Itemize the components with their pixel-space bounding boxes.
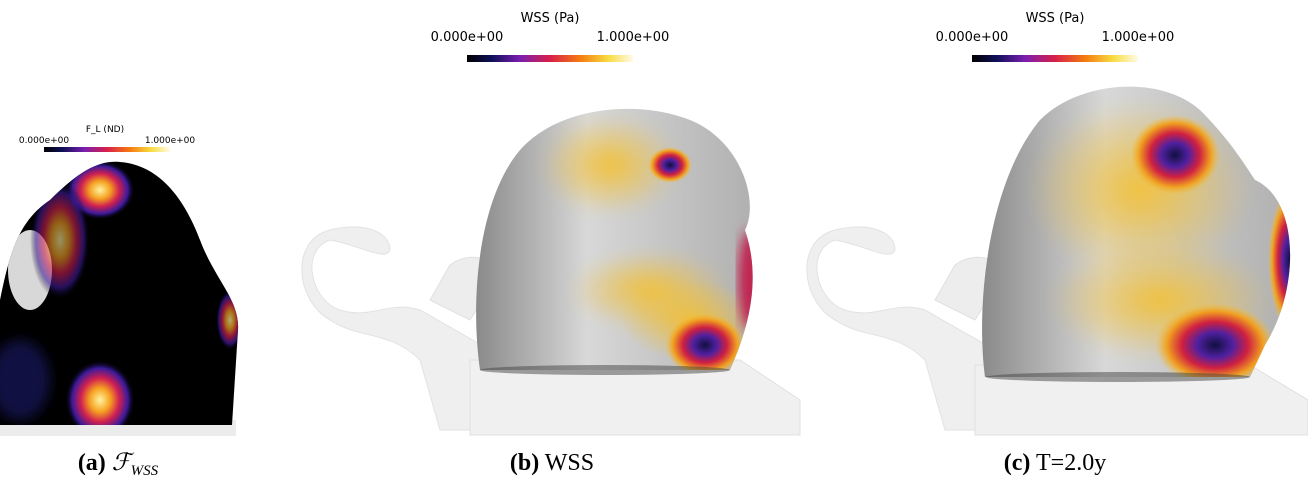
colorbar-min: 0.000e+00 [936, 30, 1009, 45]
caption-symbol: ℱ [112, 450, 135, 476]
caption-label: (a) [78, 450, 106, 476]
caption-text: WSS [545, 450, 594, 476]
colorbar-min: 0.000e+00 [19, 136, 70, 146]
colorbar-title: WSS (Pa) [1026, 11, 1085, 26]
colorbar [44, 147, 170, 152]
colorbar-title: WSS (Pa) [521, 11, 580, 26]
panel-c: WSS (Pa) 0.000e+00 1.000e+00 (c) T=2.0y [806, 11, 1308, 476]
caption: (c) T=2.0y [1004, 450, 1106, 476]
hotspot [216, 290, 239, 350]
panel-a: F_L (ND) 0.000e+00 1.000e+00 (a) ℱWSS [0, 125, 239, 478]
colorbar-title: F_L (ND) [86, 125, 124, 135]
low-spot [665, 313, 745, 370]
vessel [301, 226, 521, 431]
low-spot [648, 147, 692, 183]
low-spot [1268, 190, 1291, 330]
caption-subscript: WSS [131, 463, 159, 478]
region [0, 340, 50, 420]
low-spot [1155, 303, 1275, 378]
region [540, 115, 680, 215]
neck [986, 372, 1250, 382]
caption: (b) WSS [510, 450, 594, 476]
colorbar-min: 0.000e+00 [431, 30, 504, 45]
vessel [806, 226, 1026, 431]
colorbar [972, 55, 1138, 62]
panel-b: WSS (Pa) 0.000e+00 1.000e+00 (b) WSS [301, 11, 801, 476]
caption: (a) ℱWSS [78, 450, 159, 478]
caption-label: (b) [510, 450, 539, 476]
low-spot [1130, 115, 1220, 195]
colorbar-max: 1.000e+00 [145, 136, 196, 146]
colorbar-max: 1.000e+00 [597, 30, 670, 45]
hotspot [30, 180, 90, 300]
caption-text: T=2.0y [1036, 450, 1106, 476]
neck [480, 365, 730, 375]
colorbar-max: 1.000e+00 [1102, 30, 1175, 45]
hotspot [65, 360, 135, 425]
field [0, 161, 239, 425]
field [540, 115, 753, 370]
region [738, 230, 753, 330]
caption-label: (c) [1004, 450, 1031, 476]
field [1030, 100, 1291, 378]
colorbar [467, 55, 633, 62]
